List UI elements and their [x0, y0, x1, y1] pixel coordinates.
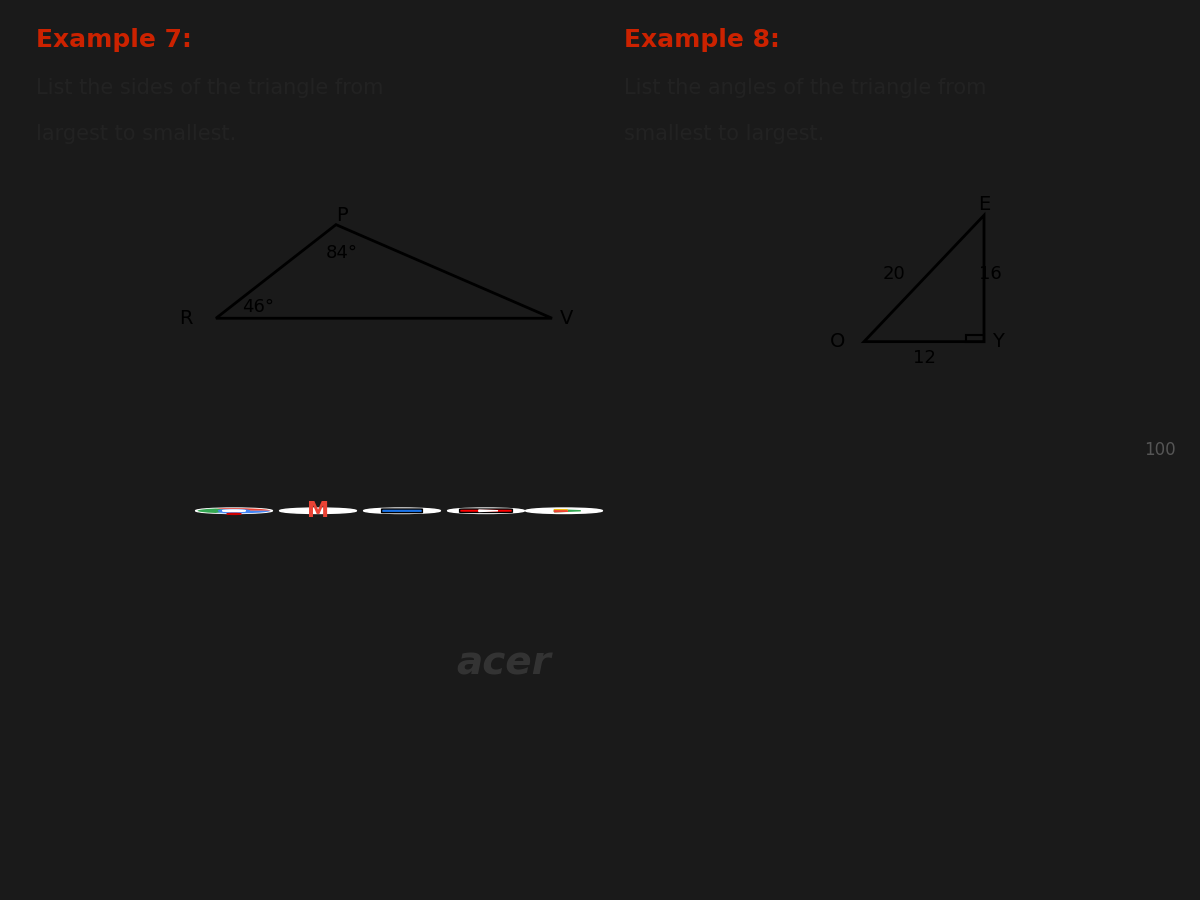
Text: E: E	[978, 195, 990, 214]
Text: 16: 16	[979, 265, 1002, 283]
Text: P: P	[336, 206, 348, 225]
Text: M: M	[307, 500, 329, 521]
Text: Example 8:: Example 8:	[624, 28, 780, 52]
Circle shape	[222, 510, 246, 511]
Circle shape	[448, 508, 524, 514]
Circle shape	[526, 508, 602, 514]
Wedge shape	[216, 508, 270, 511]
Polygon shape	[479, 510, 498, 511]
Bar	[966, 335, 984, 342]
Polygon shape	[554, 509, 581, 512]
Text: 46°: 46°	[242, 298, 274, 316]
Text: largest to smallest.: largest to smallest.	[36, 124, 236, 144]
FancyBboxPatch shape	[460, 509, 512, 512]
Text: List the angles of the triangle from: List the angles of the triangle from	[624, 77, 986, 97]
Text: Example 7:: Example 7:	[36, 28, 192, 52]
Text: 84°: 84°	[326, 244, 358, 262]
Circle shape	[227, 513, 241, 515]
Wedge shape	[198, 508, 234, 513]
Text: acer: acer	[456, 644, 551, 683]
Text: smallest to largest.: smallest to largest.	[624, 124, 824, 144]
Text: O: O	[830, 332, 845, 351]
Circle shape	[364, 508, 440, 514]
Circle shape	[218, 509, 250, 512]
Text: V: V	[559, 309, 574, 328]
Text: 100: 100	[1145, 441, 1176, 459]
Polygon shape	[554, 509, 568, 511]
Wedge shape	[216, 511, 270, 513]
FancyBboxPatch shape	[382, 509, 422, 513]
Text: 20: 20	[883, 265, 905, 283]
Circle shape	[280, 508, 356, 514]
Text: 12: 12	[912, 348, 936, 366]
Text: List the sides of the triangle from: List the sides of the triangle from	[36, 77, 383, 97]
Text: R: R	[179, 309, 193, 328]
Circle shape	[196, 508, 272, 514]
Text: Y: Y	[992, 332, 1004, 351]
Polygon shape	[554, 511, 568, 512]
